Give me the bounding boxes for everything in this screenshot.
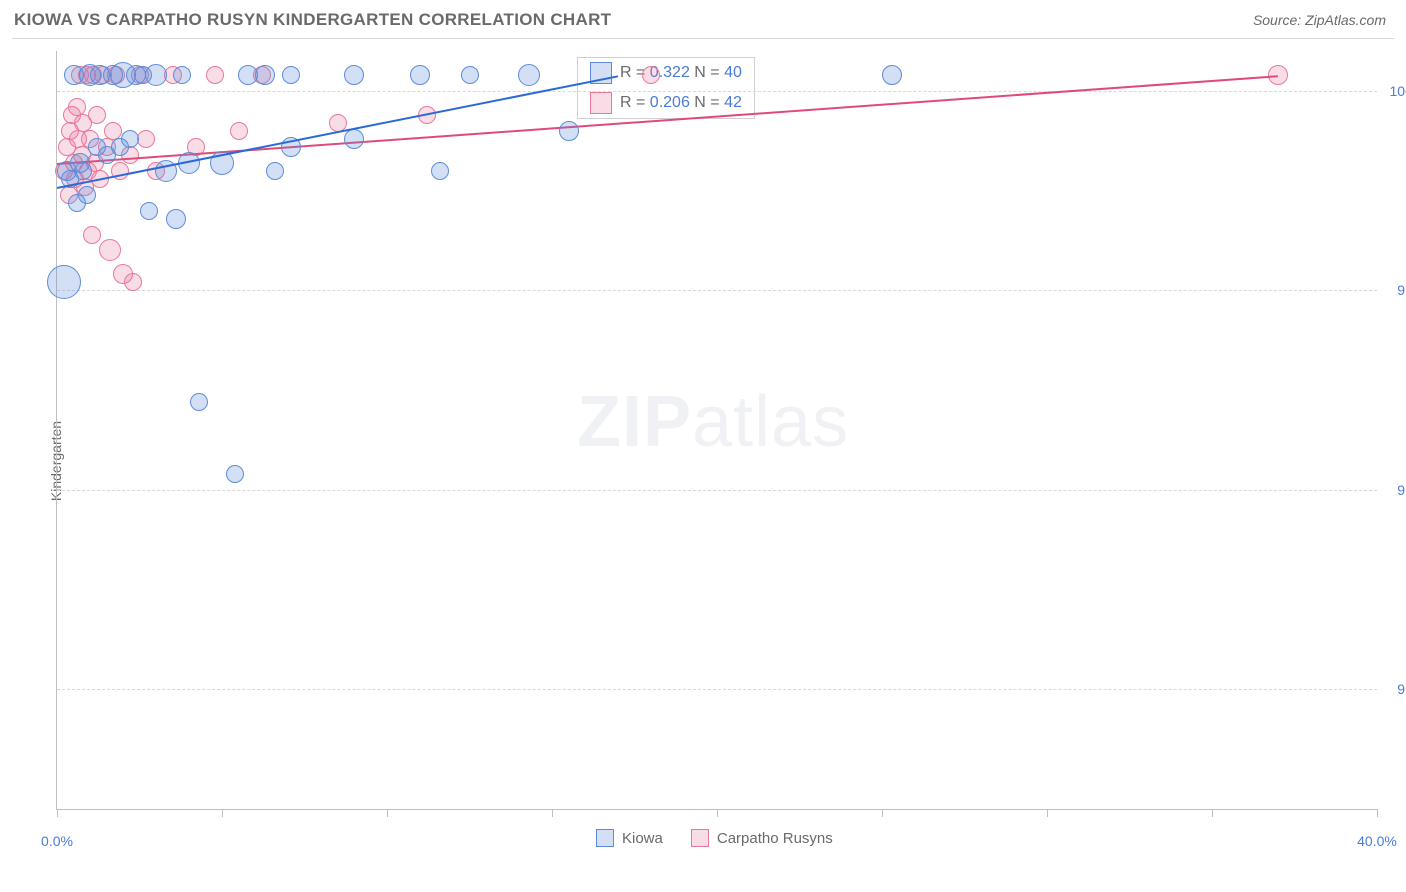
x-tick-label-left: 0.0%	[41, 833, 73, 849]
gridline	[57, 290, 1377, 291]
r-label: R = 0.206 N = 42	[620, 94, 742, 112]
carpatho-point	[206, 66, 224, 84]
carpatho-point	[83, 226, 101, 244]
kiowa-point	[166, 209, 186, 229]
kiowa-point	[559, 121, 579, 141]
carpatho-point	[88, 106, 106, 124]
x-tick	[1212, 809, 1213, 817]
gridline	[57, 689, 1377, 690]
kiowa-point	[140, 202, 158, 220]
legend-label: Kiowa	[622, 830, 663, 847]
scatter-plot: ZIPatlas R = 0.322 N = 40 R = 0.206 N = 4…	[56, 51, 1377, 810]
kiowa-point	[255, 65, 275, 85]
stats-row: R = 0.206 N = 42	[578, 88, 754, 118]
y-tick-label: 95.0%	[1397, 482, 1406, 498]
kiowa-point	[431, 162, 449, 180]
series-swatch	[590, 92, 612, 114]
carpatho-point	[99, 239, 121, 261]
r-label: R = 0.322 N = 40	[620, 64, 742, 82]
kiowa-point	[78, 186, 96, 204]
stats-legend-box: R = 0.322 N = 40 R = 0.206 N = 42	[577, 57, 755, 119]
kiowa-point	[344, 129, 364, 149]
x-tick	[387, 809, 388, 817]
kiowa-point	[461, 66, 479, 84]
x-tick	[57, 809, 58, 817]
watermark: ZIPatlas	[577, 381, 849, 463]
kiowa-point	[518, 64, 540, 86]
carpatho-point	[124, 273, 142, 291]
legend-label: Carpatho Rusyns	[717, 830, 833, 847]
kiowa-point	[47, 265, 81, 299]
y-tick-label: 97.5%	[1397, 282, 1406, 298]
y-tick-label: 100.0%	[1390, 83, 1406, 99]
kiowa-point	[121, 130, 139, 148]
legend-swatch	[596, 829, 614, 847]
x-tick	[882, 809, 883, 817]
watermark-zip: ZIP	[577, 382, 692, 462]
gridline	[57, 91, 1377, 92]
y-tick-label: 92.5%	[1397, 681, 1406, 697]
legend-item-carpatho: Carpatho Rusyns	[691, 829, 833, 847]
x-tick	[222, 809, 223, 817]
series-legend: Kiowa Carpatho Rusyns	[596, 829, 833, 847]
kiowa-point	[74, 162, 92, 180]
x-tick-label-right: 40.0%	[1357, 833, 1397, 849]
x-tick	[1047, 809, 1048, 817]
kiowa-point	[882, 65, 902, 85]
x-tick	[1377, 809, 1378, 817]
carpatho-point	[642, 66, 660, 84]
carpatho-point	[137, 130, 155, 148]
legend-swatch	[691, 829, 709, 847]
kiowa-point	[145, 64, 167, 86]
gridline	[57, 490, 1377, 491]
kiowa-point	[282, 66, 300, 84]
chart-title: KIOWA VS CARPATHO RUSYN KINDERGARTEN COR…	[14, 10, 611, 30]
chart-source: Source: ZipAtlas.com	[1253, 12, 1386, 28]
chart-header: KIOWA VS CARPATHO RUSYN KINDERGARTEN COR…	[0, 0, 1406, 38]
kiowa-point	[226, 465, 244, 483]
watermark-atlas: atlas	[692, 382, 849, 462]
kiowa-point	[410, 65, 430, 85]
x-tick	[717, 809, 718, 817]
x-tick	[552, 809, 553, 817]
kiowa-point	[266, 162, 284, 180]
kiowa-point	[344, 65, 364, 85]
chart-area: Kindergarten ZIPatlas R = 0.322 N = 40R …	[12, 51, 1394, 871]
stats-row: R = 0.322 N = 40	[578, 58, 754, 88]
carpatho-point	[230, 122, 248, 140]
kiowa-point	[190, 393, 208, 411]
header-divider	[12, 38, 1394, 39]
legend-item-kiowa: Kiowa	[596, 829, 663, 847]
kiowa-point	[173, 66, 191, 84]
